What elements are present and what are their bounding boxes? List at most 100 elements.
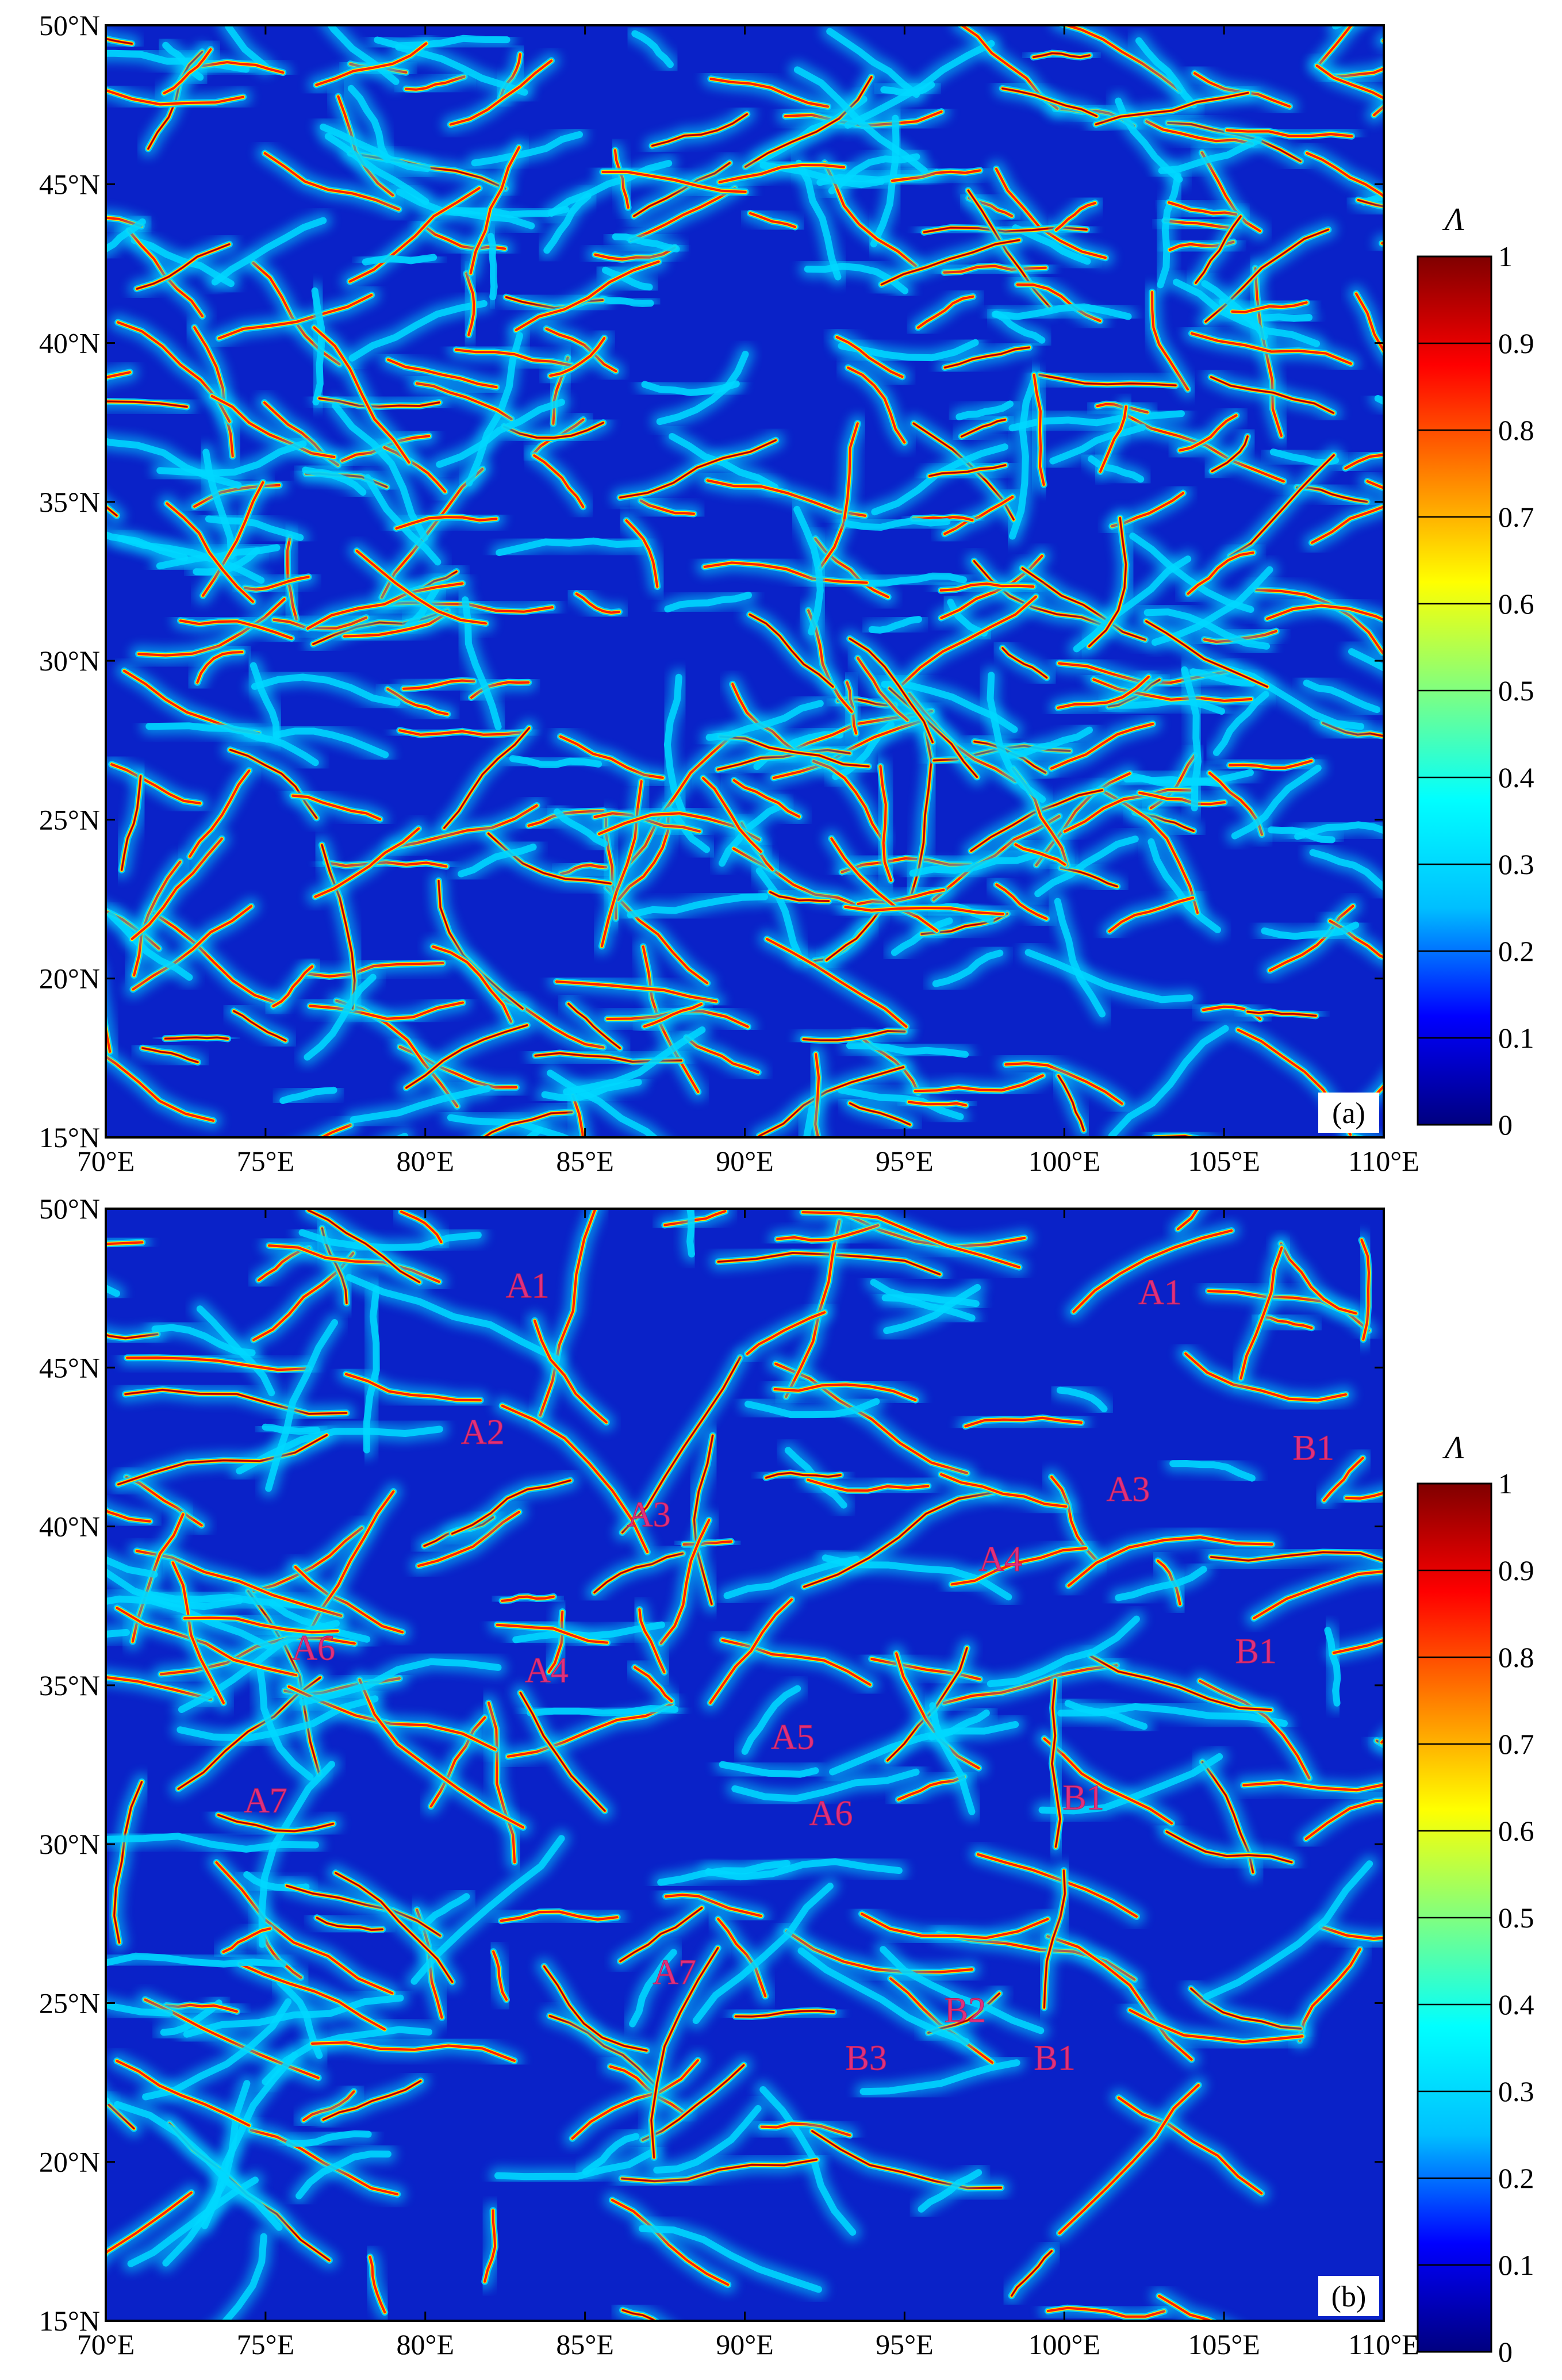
- ridge-core: [387, 358, 498, 389]
- ridge-outer: [1231, 764, 1322, 840]
- ridge-peak: [1247, 1011, 1317, 1017]
- ridge-peak: [620, 1907, 703, 1962]
- ridge-core: [1317, 25, 1353, 67]
- ridge-core: [311, 2041, 516, 2062]
- colorbar-tick-label: 0.2: [1498, 935, 1534, 967]
- colorbar-tick-label: 0.9: [1498, 327, 1534, 359]
- ridge-core: [309, 1001, 464, 1020]
- ridge-core: [1315, 64, 1384, 100]
- ridge-peak: [483, 1112, 573, 1137]
- ridge-peak: [621, 2159, 818, 2182]
- colorbar-tick-label: 0.8: [1498, 414, 1534, 446]
- ridge-core: [116, 2060, 251, 2127]
- x-tick-label: 100°E: [1028, 1145, 1100, 1177]
- ridge-core: [1063, 788, 1192, 833]
- x-tick-label: 95°E: [876, 2328, 934, 2360]
- ridge-core: [575, 592, 620, 614]
- ridge-core: [1360, 1239, 1370, 1341]
- ridge-outer: [692, 1883, 834, 2024]
- region-label: A2: [461, 1413, 505, 1452]
- panel-b-tag-box: [1318, 2276, 1379, 2316]
- ridge-outer: [265, 1319, 338, 1492]
- region-label: B1: [1062, 1778, 1104, 1817]
- ridge-outer: [744, 1398, 880, 1419]
- ridge-core: [306, 582, 464, 630]
- ridge-peak: [1001, 647, 1047, 679]
- ridge-core: [1266, 604, 1384, 622]
- ridge-outer: [362, 254, 437, 266]
- ridge-outer: [1007, 726, 1093, 759]
- colorbar-tick-label: 0.3: [1498, 848, 1534, 880]
- y-tick-label: 20°N: [39, 2146, 100, 2178]
- panel-a-ridges: [106, 25, 1384, 1137]
- region-label: A6: [291, 1629, 335, 1668]
- ridge-peak: [113, 1781, 143, 1944]
- colorbar-b-ticks: 0 0.1 0.2 0.3 0.4 0.5 0.6 0.7 0.8 0.9 1: [1418, 1467, 1534, 2368]
- ridge-outer: [1324, 1627, 1341, 1707]
- colorbar-tick-label: 0.9: [1498, 1554, 1534, 1586]
- ridge-outer: [106, 1833, 319, 1853]
- panel-a-tag-box: [1318, 1093, 1379, 1133]
- region-label: B1: [1293, 1429, 1334, 1468]
- ridge-core: [1046, 1935, 1193, 2061]
- ridge-core: [496, 1623, 609, 1644]
- ridge-core: [1323, 1457, 1364, 1502]
- ridge-outer: [156, 440, 307, 477]
- ridge-outer: [436, 398, 565, 468]
- ridge-outer: [1056, 1386, 1108, 1413]
- ridge-outer: [350, 1085, 492, 1124]
- region-label: A4: [978, 1540, 1022, 1579]
- y-tick-label: 25°N: [39, 803, 100, 836]
- ridge-core: [1229, 760, 1313, 769]
- y-tick-label: 30°N: [39, 1828, 100, 1860]
- ridge-core: [709, 78, 830, 108]
- ridge-outer: [793, 66, 928, 174]
- x-tick-label: 95°E: [876, 1145, 934, 1177]
- ridge-core: [402, 679, 475, 690]
- ridge-core: [1138, 791, 1226, 806]
- ridge-outer: [487, 232, 498, 301]
- ridge-core: [1191, 332, 1352, 365]
- ridge-peak: [1089, 1655, 1272, 1711]
- ridge-core: [702, 777, 762, 853]
- ridge-core: [600, 780, 643, 948]
- panel-b-ridges: [106, 1209, 1384, 2321]
- colorbar-tick-label: 1: [1498, 1467, 1513, 1500]
- ridge-outer: [656, 351, 749, 426]
- x-tick-label: 105°E: [1188, 1145, 1260, 1177]
- ridge-core: [369, 2256, 386, 2314]
- ridge-core: [545, 327, 617, 373]
- ridge-peak: [1039, 374, 1177, 386]
- ridge-core: [106, 1055, 214, 1122]
- ridge-outer: [723, 1555, 860, 1599]
- ridge-core: [1033, 374, 1045, 486]
- ridge-core: [547, 1611, 564, 1673]
- ridge-outer: [867, 572, 967, 587]
- colorbar-b: Λ 0 0.1 0.2 0.3 0.4 0.5 0.6 0.7 0.8 0.9 1: [1417, 1430, 1534, 2368]
- ridge-outer: [1054, 898, 1106, 1018]
- ridge-core: [1158, 2294, 1214, 2321]
- ridge-outer: [826, 28, 920, 98]
- ridge-outer: [932, 949, 1004, 987]
- ridge-core: [1373, 105, 1384, 117]
- ridge-glow: [1375, 30, 1384, 49]
- ridge-peak: [308, 1209, 420, 1283]
- colorbar-tick-label: 0.4: [1498, 1988, 1534, 2021]
- ridge-core: [1058, 2084, 1200, 2235]
- ridge-core: [732, 847, 861, 908]
- ridge-core: [1280, 1242, 1357, 1314]
- ridge-core: [1057, 676, 1150, 709]
- ridge-core: [405, 75, 466, 91]
- ridge-core: [1332, 1639, 1384, 1654]
- colorbar-tick-label: 0: [1498, 1109, 1513, 1141]
- ridge-outer: [494, 2148, 656, 2180]
- ridge-core: [907, 1101, 967, 1107]
- ridge-core: [773, 1383, 917, 1401]
- ridge-peak: [543, 1965, 647, 2052]
- ridge-outer: [1261, 921, 1360, 940]
- ridge-outer: [106, 1567, 243, 1611]
- colorbar-a: Λ 0 0.1 0.2 0.3 0.4 0.5 0.6 0.7 0.8 0.9 1: [1417, 202, 1534, 1141]
- ridge-outer: [458, 844, 537, 877]
- ridge-outer: [106, 1284, 120, 1297]
- ridge-outer: [324, 133, 429, 205]
